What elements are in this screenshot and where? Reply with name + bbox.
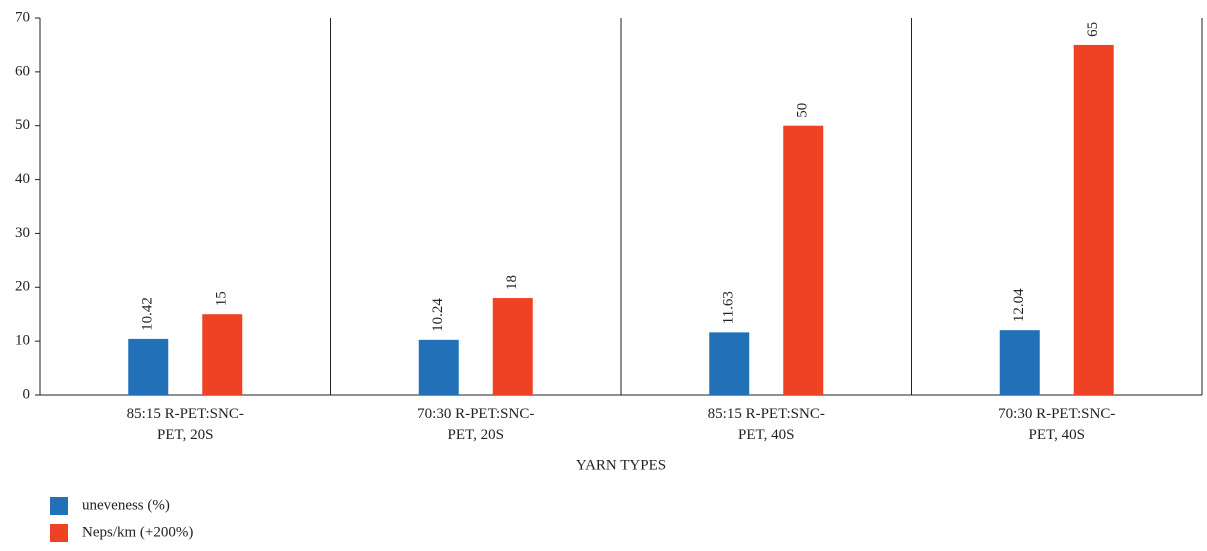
value-label: 15 <box>214 291 230 306</box>
value-label: 10.24 <box>430 298 446 332</box>
bar <box>418 339 459 395</box>
value-label: 12.04 <box>1011 288 1027 322</box>
bar <box>492 298 533 395</box>
value-label: 50 <box>795 103 811 118</box>
y-tick-label: 40 <box>15 171 30 187</box>
legend-label: Neps/km (+200%) <box>82 524 193 540</box>
y-tick-label: 70 <box>15 9 30 25</box>
legend-swatch <box>50 497 68 515</box>
x-tick-label: 70:30 R-PET:SNC-PET, 20S <box>417 406 535 443</box>
y-tick-label: 0 <box>23 386 31 402</box>
bar <box>1073 44 1114 396</box>
y-tick-label: 20 <box>15 279 30 295</box>
value-label: 18 <box>504 275 520 290</box>
bar <box>709 332 750 395</box>
bar <box>128 338 169 395</box>
x-tick-label: 85:15 R-PET:SNC-PET, 40S <box>707 406 825 443</box>
x-axis-title: YARN TYPES <box>576 457 666 473</box>
y-tick-label: 50 <box>15 117 30 133</box>
y-tick-label: 10 <box>15 333 30 349</box>
y-tick-label: 60 <box>15 63 30 79</box>
value-label: 10.42 <box>140 297 156 331</box>
value-label: 11.63 <box>721 291 737 324</box>
x-tick-label: 70:30 R-PET:SNC-PET, 40S <box>998 406 1116 443</box>
bar <box>999 330 1040 395</box>
value-label: 65 <box>1085 22 1101 37</box>
legend-swatch <box>50 524 68 542</box>
bar <box>783 125 824 395</box>
x-tick-label: 85:15 R-PET:SNC-PET, 20S <box>126 406 244 443</box>
bar <box>202 314 243 395</box>
legend-label: uneveness (%) <box>82 497 170 513</box>
y-tick-label: 30 <box>15 225 30 241</box>
